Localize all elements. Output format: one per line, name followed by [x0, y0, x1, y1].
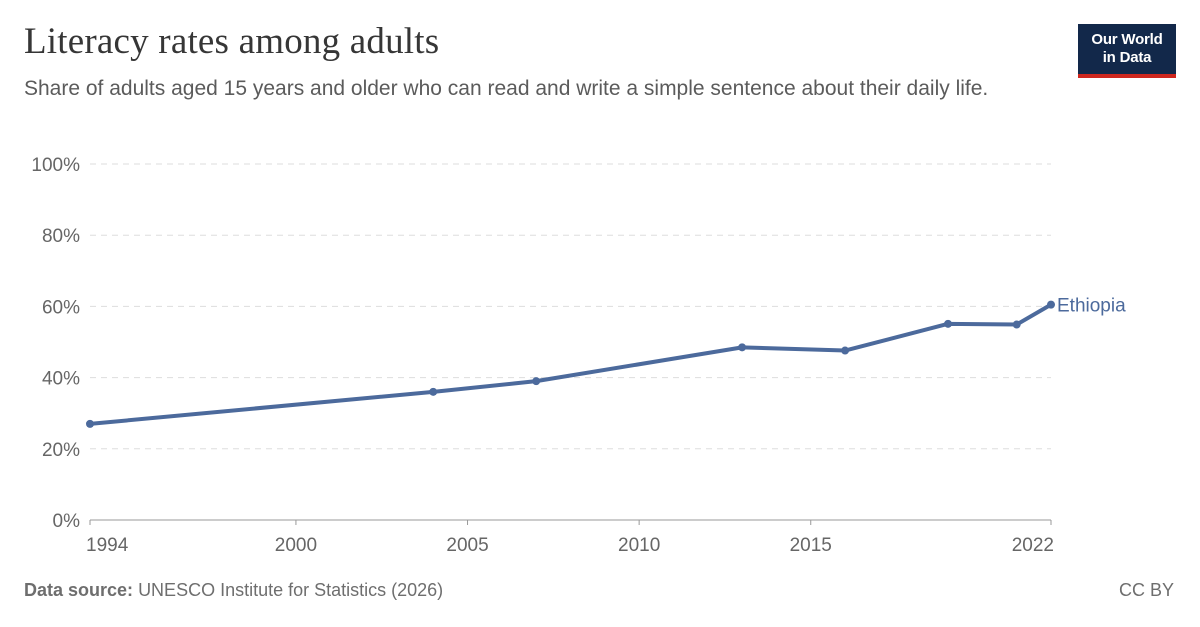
data-point — [1047, 300, 1055, 309]
x-tick-label: 2005 — [446, 535, 488, 556]
logo-line-1: Our World — [1091, 31, 1163, 48]
y-tick-label: 60% — [42, 297, 80, 318]
x-tick-label: 1994 — [86, 535, 129, 556]
data-point — [841, 346, 850, 355]
line-chart: 0% 20% 40% 60% 80% 100% 1994 2000 2005 2010 2015 2… — [31, 155, 1126, 556]
y-tick-label: 20% — [42, 440, 80, 461]
data-point — [429, 387, 438, 396]
data-source: Data source: UNESCO Institute for Statis… — [24, 580, 443, 601]
series-label-ethiopia: Ethiopia — [1057, 296, 1126, 317]
data-source-label: Data source: — [24, 580, 134, 600]
license-link[interactable]: CC BY — [1118, 580, 1174, 600]
logo-line-2: in Data — [1102, 49, 1152, 66]
chart-title: Literacy rates among adults — [24, 21, 440, 62]
x-tick-label: 2000 — [275, 535, 317, 556]
x-tick-label: 2010 — [618, 535, 660, 556]
data-source-text[interactable]: UNESCO Institute for Statistics (2026) — [138, 580, 444, 600]
y-tick-label: 0% — [53, 511, 81, 532]
x-tick-label: 2015 — [790, 535, 832, 556]
series-layer: Ethiopia — [86, 296, 1126, 428]
data-point — [86, 419, 94, 428]
x-tick-label: 2022 — [1012, 535, 1054, 556]
y-tick-label: 100% — [31, 155, 80, 176]
data-point — [944, 319, 953, 328]
y-tick-label: 80% — [42, 226, 80, 247]
chart-subtitle: Share of adults aged 15 years and older … — [24, 77, 989, 100]
y-tick-label: 40% — [42, 369, 80, 390]
gridlines — [90, 163, 1051, 450]
series-line-ethiopia — [88, 302, 1053, 426]
data-point — [532, 377, 541, 386]
y-axis-ticks: 0% 20% 40% 60% 80% 100% — [31, 155, 80, 532]
data-point — [738, 343, 747, 352]
owid-logo[interactable]: Our World in Data — [1078, 24, 1176, 78]
x-axis-ticks: 1994 2000 2005 2010 2015 2022 — [86, 520, 1054, 556]
data-point — [1012, 320, 1021, 329]
